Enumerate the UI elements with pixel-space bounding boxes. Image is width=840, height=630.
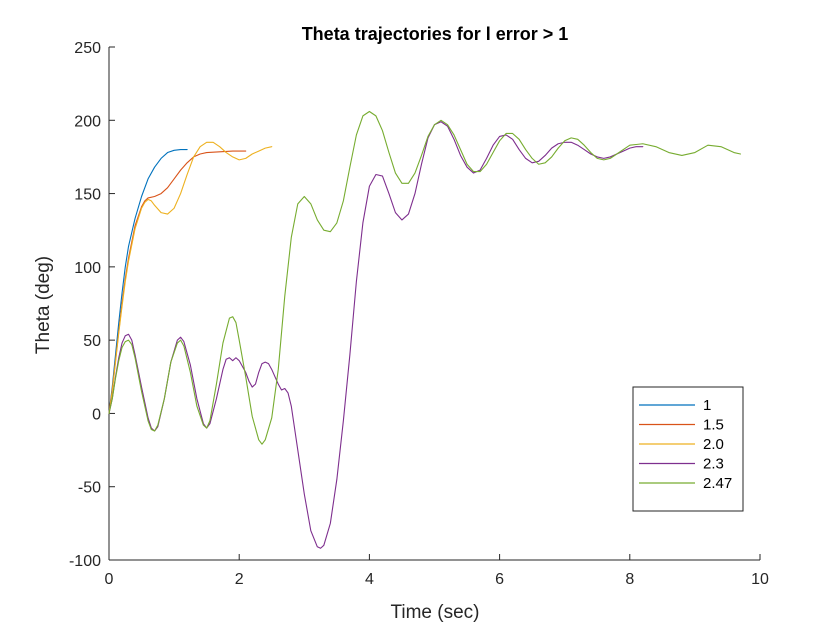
series-line-1: [108, 150, 247, 414]
y-axis-label: Theta (deg): [33, 256, 54, 354]
x-tick-label: 4: [365, 571, 374, 588]
legend-label: 1: [703, 397, 711, 414]
x-tick-label: 8: [625, 571, 634, 588]
chart-title: Theta trajectories for l error > 1: [302, 24, 569, 44]
series-layer: [108, 110, 742, 549]
plot-axes: 0 2 4 6 8 10 -100 -50 0 50 100 150 200 250: [69, 40, 769, 588]
legend: 1 1.5 2.0 2.3 2.47: [632, 386, 744, 512]
y-tick-label: 0: [92, 406, 101, 423]
series-line-2: [108, 141, 273, 414]
x-tick-label: 2: [235, 571, 244, 588]
series-line-4: [108, 110, 742, 445]
x-tick-label: 0: [105, 571, 114, 588]
legend-label: 2.3: [703, 456, 724, 473]
series-line-0: [108, 149, 188, 414]
x-tick-label: 6: [495, 571, 504, 588]
legend-label: 2.0: [703, 436, 724, 453]
series-line-3: [108, 121, 644, 549]
legend-box: [632, 386, 744, 512]
y-tick-label: 200: [74, 113, 101, 130]
y-tick-label: 150: [74, 187, 101, 204]
y-tick-label: 250: [74, 40, 101, 57]
y-tick-label: -50: [78, 480, 101, 497]
x-axis-label: Time (sec): [390, 602, 479, 623]
y-tick-label: -100: [69, 553, 101, 570]
y-tick-label: 50: [83, 333, 101, 350]
x-tick-label: 10: [751, 571, 769, 588]
legend-label: 2.47: [703, 475, 732, 492]
y-tick-label: 100: [74, 260, 101, 277]
legend-label: 1.5: [703, 417, 724, 434]
